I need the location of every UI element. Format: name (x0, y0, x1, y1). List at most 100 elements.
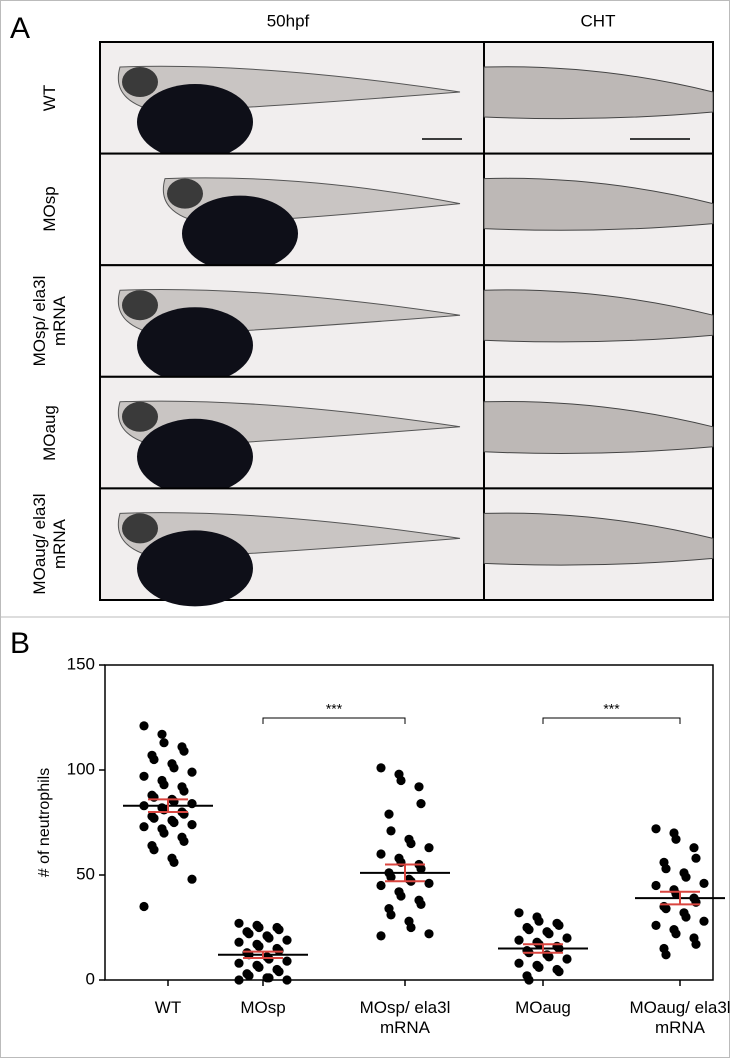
embryo-yolk (137, 418, 253, 495)
tail-detail (483, 512, 714, 566)
data-dot (562, 954, 572, 964)
data-dot (424, 843, 434, 853)
data-dot (149, 813, 159, 823)
data-dot (544, 929, 554, 939)
data-dot (514, 935, 524, 945)
data-dot (254, 941, 264, 952)
panel-label: B (10, 627, 30, 660)
data-dot (699, 878, 709, 889)
data-dot (534, 916, 544, 926)
data-dot (169, 817, 179, 828)
data-dot (282, 975, 292, 985)
column-label: 50hpf (267, 11, 310, 30)
row-label: MOaug/ ela3l mRNA (30, 493, 69, 595)
data-dot (661, 904, 671, 914)
data-dot (264, 973, 274, 983)
significance-label: *** (326, 701, 343, 717)
significance-label: *** (603, 701, 620, 717)
row-label: MOaug (40, 404, 59, 461)
embryo-eye (122, 290, 158, 321)
embryo-eye (122, 513, 158, 544)
data-dot (396, 775, 406, 786)
data-dot (254, 962, 264, 973)
data-dot (169, 763, 179, 773)
data-dot (661, 950, 671, 960)
x-tick-label: MOsp (240, 998, 286, 1017)
data-dot (244, 929, 254, 939)
data-dot (179, 836, 189, 847)
data-dot (282, 956, 292, 966)
data-dot (406, 838, 416, 849)
embryo-eye (122, 67, 158, 97)
data-dot (671, 834, 681, 844)
y-tick-label: 150 (67, 654, 95, 673)
data-dot (149, 754, 159, 765)
data-dot (149, 845, 159, 855)
data-dot (651, 920, 661, 931)
embryo-eye (122, 401, 158, 432)
data-dot (386, 826, 396, 836)
data-dot (169, 857, 179, 868)
data-dot (562, 933, 572, 943)
y-tick-label: 0 (86, 969, 95, 988)
data-dot (691, 853, 701, 863)
embryo-eye (167, 178, 203, 209)
data-dot (406, 922, 416, 933)
data-dot (139, 822, 149, 832)
data-dot (544, 952, 554, 962)
embryo-yolk (137, 84, 253, 160)
data-dot (524, 925, 534, 935)
data-dot (234, 975, 244, 985)
data-dot (234, 958, 244, 968)
panel-label: A (10, 12, 30, 45)
data-dot (244, 971, 254, 981)
data-dot (187, 799, 197, 809)
tail-detail (483, 177, 714, 231)
data-dot (139, 771, 149, 781)
tail-detail (483, 289, 714, 343)
significance-bracket (262, 717, 406, 724)
data-dot (524, 975, 534, 985)
x-tick-label: WT (154, 998, 182, 1017)
data-dot (689, 843, 699, 853)
plot-frame (104, 664, 714, 981)
data-dot (282, 935, 292, 945)
x-tick-label: MOaug/ ela3l mRNA (629, 998, 730, 1037)
data-dot (234, 937, 244, 947)
data-dot (424, 929, 434, 939)
tail-detail (483, 401, 714, 454)
data-dot (554, 967, 564, 977)
significance-bracket (542, 717, 681, 724)
data-dot (149, 792, 159, 802)
row-label: MOsp/ ela3l mRNA (30, 275, 69, 367)
data-dot (274, 967, 284, 977)
data-dot (681, 872, 691, 882)
data-dot (416, 864, 426, 874)
data-dot (376, 849, 386, 859)
y-axis-label: # of neutrophils (36, 768, 53, 877)
data-dot (264, 954, 274, 964)
data-dot (554, 920, 564, 931)
data-dot (157, 729, 167, 739)
data-dot (187, 874, 197, 884)
data-dot (187, 820, 197, 830)
column-label: CHT (581, 11, 616, 30)
row-label: MOsp (40, 186, 59, 233)
data-dot (651, 880, 661, 891)
data-dot (534, 962, 544, 973)
tail-detail (483, 66, 714, 120)
data-dot (159, 828, 169, 838)
data-dot (274, 925, 284, 935)
data-dot (159, 780, 169, 790)
embryo-yolk (182, 195, 298, 272)
data-dot (376, 763, 386, 773)
data-dot (691, 939, 701, 949)
data-dot (671, 929, 681, 939)
data-dot (414, 782, 424, 792)
embryo-yolk (137, 530, 253, 607)
data-dot (386, 872, 396, 882)
data-dot (179, 809, 189, 819)
data-dot (139, 721, 149, 731)
